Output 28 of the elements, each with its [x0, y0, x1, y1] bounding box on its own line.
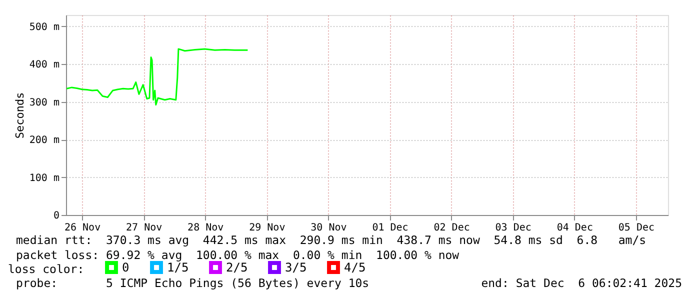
x-tick-label: 29 Nov: [249, 222, 286, 234]
x-tick-label: 02 Dec: [434, 222, 470, 234]
line-series: [66, 48, 248, 106]
text: median rtt: 370.3 ms avg 442.5 ms max 290.9 ms min 438.7 ms now 54.8 ms sd 6.8 am/s: [16, 233, 646, 247]
x-tick-label: 27 Nov: [126, 222, 162, 234]
y-tick-label: 400 m: [29, 60, 60, 71]
x-tick-label: 04 Dec: [556, 222, 593, 234]
x-tick-label: 26 Nov: [64, 222, 101, 234]
x-tick-label: 30 Nov: [310, 222, 347, 234]
x-tick-label: 05 Dec: [618, 222, 655, 234]
legend-label: 1/5: [167, 260, 189, 275]
text: probe: 5 ICMP Echo Pings (56 Bytes) every 10s: [16, 276, 370, 290]
y-tick-label: 200 m: [29, 135, 60, 146]
x-tick-label: 28 Nov: [188, 222, 224, 234]
y-axis-title: Seconds: [13, 92, 26, 139]
y-tick-label: 0: [53, 210, 60, 222]
legend-label: 4/5: [344, 260, 366, 275]
y-tick-label: 300 m: [29, 97, 60, 108]
legend-label: 3/5: [285, 260, 307, 275]
legend-title: loss color:: [8, 262, 84, 276]
x-tick-label: 01 Dec: [372, 222, 408, 234]
text: end: Sat Dec 6 06:02:41 2025: [481, 276, 682, 290]
x-tick-label: 03 Dec: [495, 222, 532, 234]
legend-label: 0: [122, 260, 130, 275]
y-tick-label: 500 m: [29, 22, 60, 33]
y-tick-label: 100 m: [29, 172, 60, 184]
legend-label: 2/5: [226, 260, 248, 275]
text: packet loss: 69.92 % avg 100.00 % max 0.00 % min 100.00 % now: [16, 248, 460, 262]
